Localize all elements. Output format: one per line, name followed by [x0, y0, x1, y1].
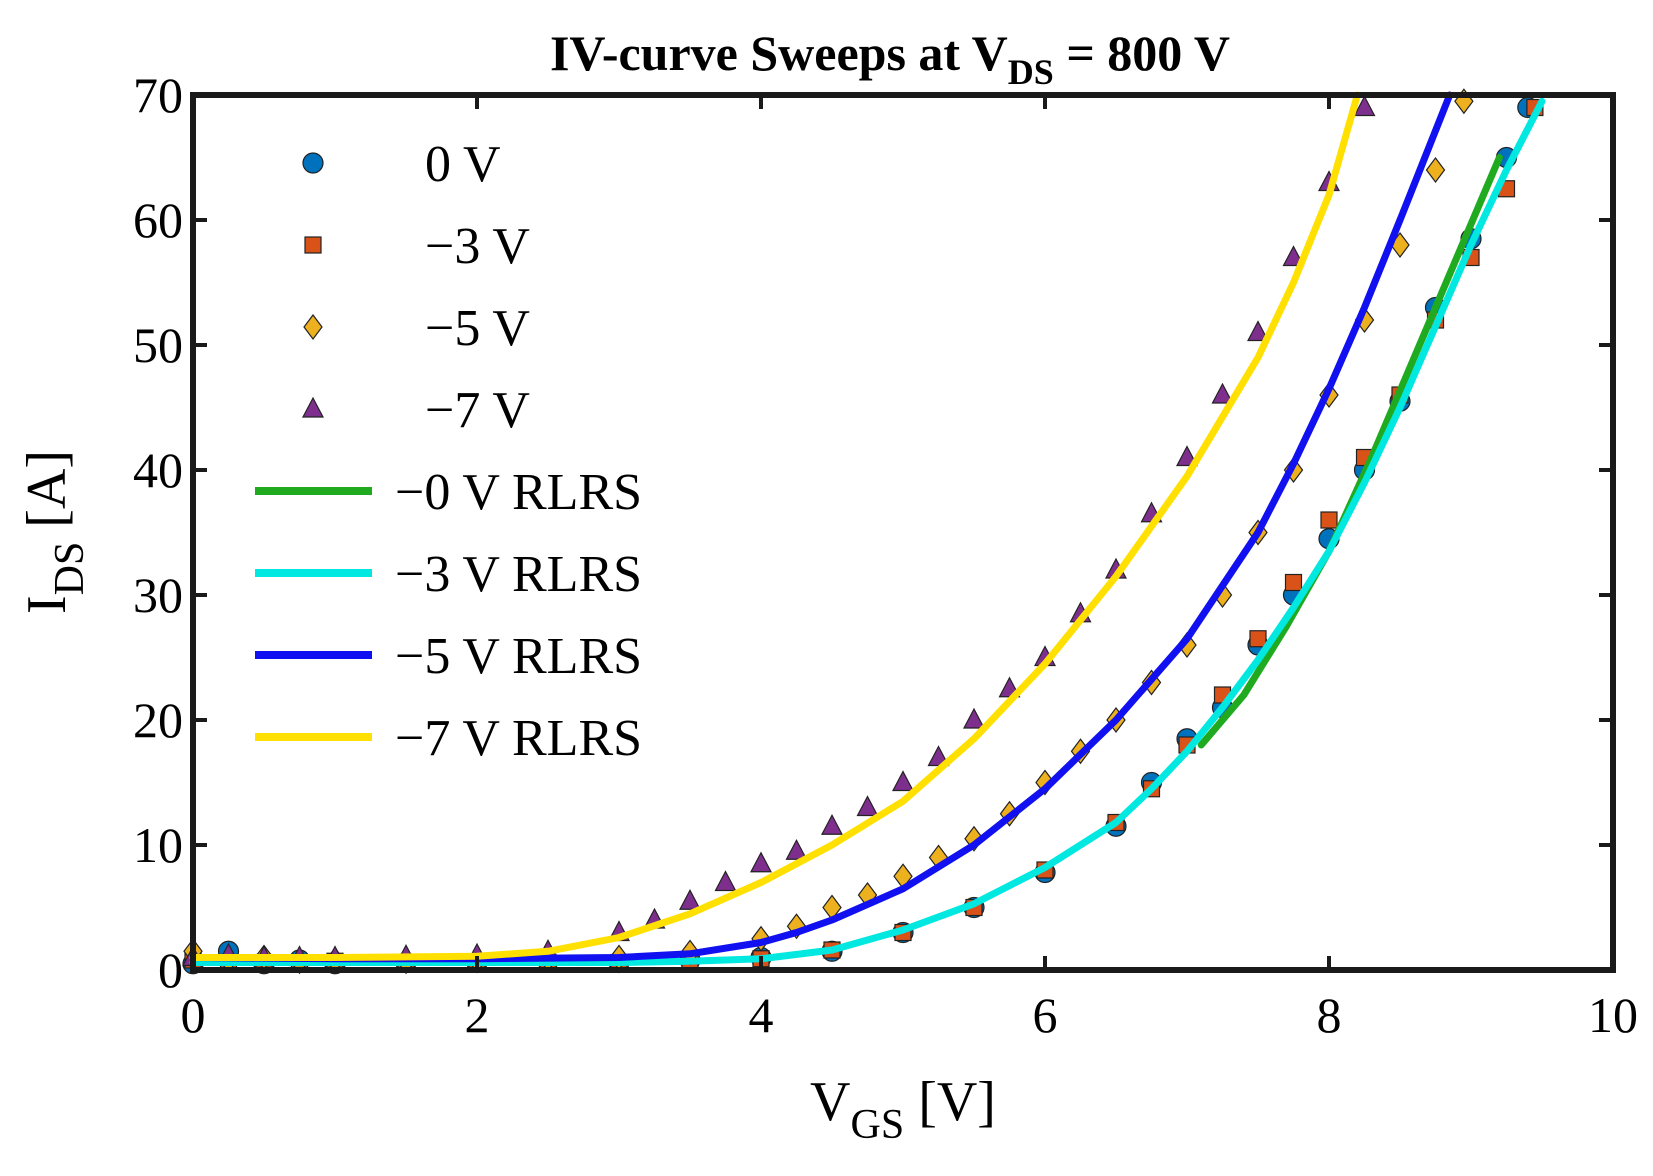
y-axis-label: IDS [A]	[16, 450, 93, 614]
data-point	[1176, 445, 1198, 467]
y-tick-label: 20	[133, 692, 183, 748]
x-axis-label: VGS [V]	[810, 1071, 996, 1148]
data-point	[785, 838, 808, 860]
data-point	[1211, 382, 1234, 404]
line-layer	[189, 91, 1546, 966]
legend-entry-label: −3 V RLRS	[395, 546, 642, 603]
y-tick-label: 10	[133, 817, 183, 873]
data-point	[750, 851, 772, 873]
legend-symbol	[302, 152, 324, 174]
x-tick-label: 0	[181, 987, 206, 1043]
x-tick-label: 6	[1033, 987, 1058, 1043]
y-axis-ticks: 0 10 20 30 40 50 60 70	[133, 67, 1613, 998]
axes-box	[190, 92, 1616, 973]
data-point	[1282, 245, 1305, 267]
data-point	[1284, 573, 1303, 592]
data-point	[1249, 630, 1267, 648]
data-point	[856, 795, 879, 817]
y-tick-label: 70	[133, 67, 183, 123]
y-tick-label: 60	[133, 192, 183, 248]
legend-symbol	[303, 314, 323, 340]
legend-entry-label: −5 V	[425, 300, 530, 357]
x-tick-label: 8	[1317, 987, 1342, 1043]
legend-entry-label: 0 V	[425, 136, 501, 193]
data-point	[963, 707, 985, 729]
x-tick-label: 10	[1588, 987, 1638, 1043]
y-tick-label: 40	[133, 442, 183, 498]
data-point	[1353, 95, 1376, 117]
data-point	[892, 770, 914, 792]
legend-entry-label: −7 V RLRS	[395, 710, 642, 767]
chart-title: IV-curve Sweeps at VDS = 800 V	[550, 25, 1230, 92]
y-tick-label: 30	[133, 567, 183, 623]
legend-symbol	[302, 396, 324, 418]
legend-symbol	[304, 236, 322, 254]
fit-line-2	[189, 91, 1454, 963]
y-tick-label: 50	[133, 317, 183, 373]
data-point	[714, 870, 737, 892]
fit-line-1	[189, 97, 1546, 966]
x-tick-label: 2	[465, 987, 490, 1043]
x-tick-label: 4	[749, 987, 774, 1043]
data-point	[1247, 320, 1269, 342]
legend-entry-label: −5 V RLRS	[395, 628, 642, 685]
data-point	[1320, 511, 1338, 529]
data-point	[679, 888, 701, 910]
legend-entry-label: −0 V RLRS	[395, 464, 642, 521]
data-point	[1425, 157, 1446, 183]
legend-entry-label: −7 V	[425, 382, 530, 439]
data-point	[821, 813, 843, 835]
x-axis-ticks: 0 2 4 6 8 10	[181, 95, 1638, 1043]
y-tick-label: 0	[158, 942, 183, 998]
legend-entry-label: −3 V	[425, 218, 530, 275]
legend: 0 V −3 V −5 V −7 V −0 V RLRS −3 V RLRS −5 V RL…	[255, 136, 642, 767]
fit-line-3	[189, 91, 1361, 961]
